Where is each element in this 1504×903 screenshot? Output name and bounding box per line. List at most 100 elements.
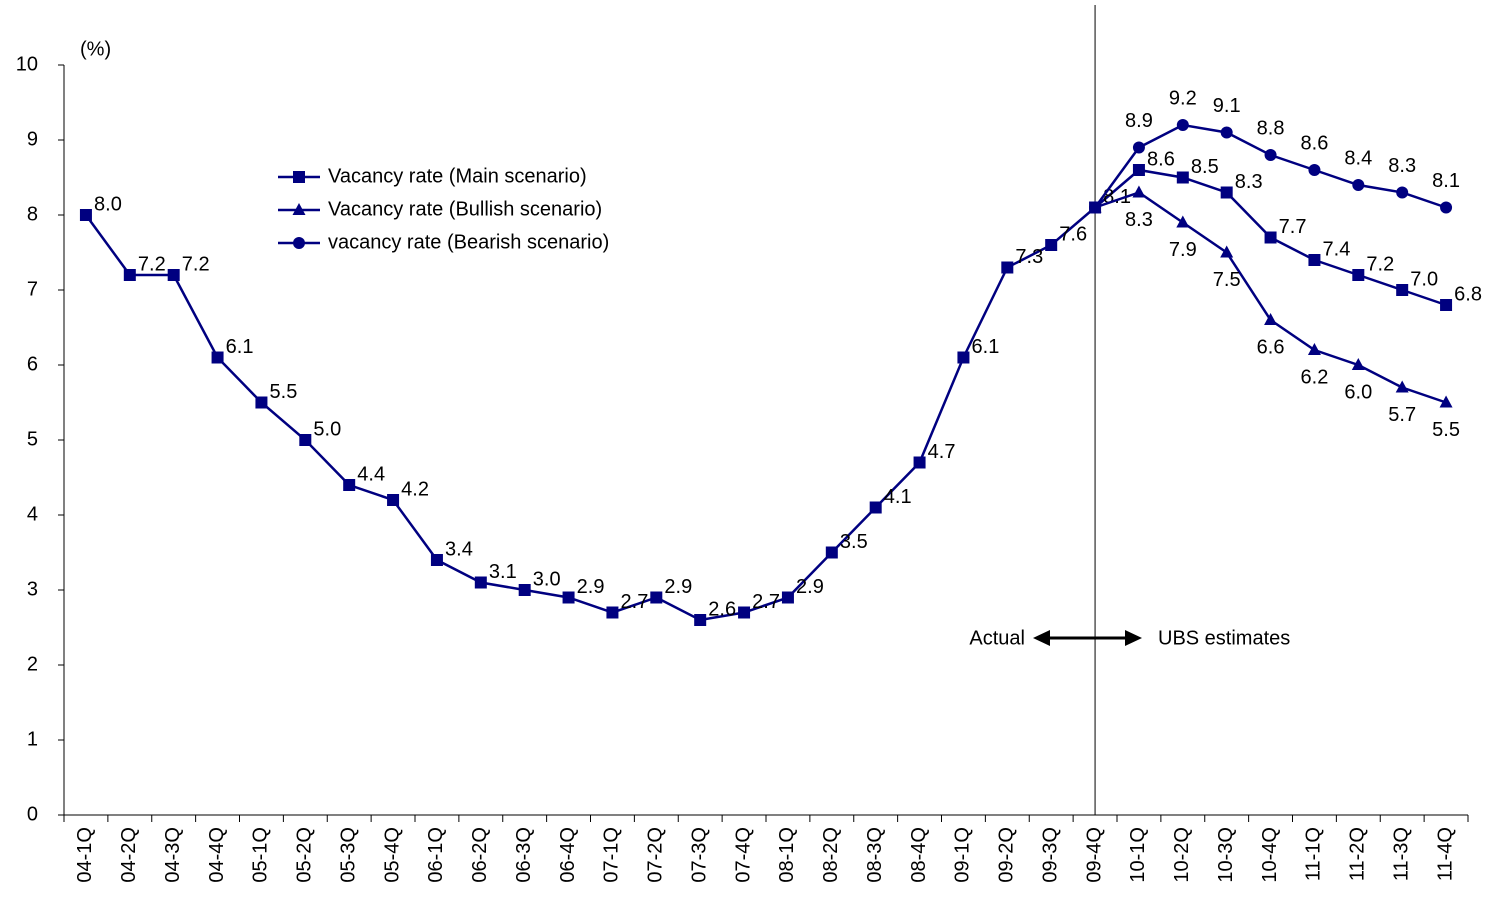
marker xyxy=(1132,164,1145,176)
x-tick-label: 10-2Q xyxy=(1171,827,1193,883)
data-label: 8.4 xyxy=(1344,147,1372,169)
marker xyxy=(79,209,92,221)
marker xyxy=(606,606,619,619)
marker xyxy=(1176,119,1189,131)
marker xyxy=(1176,215,1190,228)
marker xyxy=(1440,299,1453,311)
marker xyxy=(1440,201,1453,214)
marker xyxy=(343,479,356,491)
marker xyxy=(1395,380,1409,393)
data-label: 4.4 xyxy=(357,463,385,485)
y-tick-label: 4 xyxy=(27,503,38,525)
x-tick-label: 08-4Q xyxy=(908,827,930,883)
marker xyxy=(1351,358,1365,370)
marker xyxy=(1132,141,1145,154)
data-label: 7.2 xyxy=(1366,253,1394,275)
data-label: 5.5 xyxy=(270,381,298,403)
x-tick-label: 08-2Q xyxy=(820,827,842,883)
x-tick-label: 07-4Q xyxy=(732,827,754,883)
marker xyxy=(474,576,487,589)
marker xyxy=(123,269,136,281)
data-label: 8.3 xyxy=(1125,209,1153,231)
x-tick-label: 09-3Q xyxy=(1039,827,1061,883)
x-tick-label: 05-1Q xyxy=(250,827,272,883)
marker xyxy=(299,434,312,446)
data-label: 6.2 xyxy=(1301,366,1329,388)
marker xyxy=(255,396,268,409)
series-line xyxy=(84,168,1447,622)
marker xyxy=(650,591,663,604)
marker xyxy=(1308,164,1321,176)
x-tick-label: 05-2Q xyxy=(294,827,316,883)
marker xyxy=(1220,245,1234,258)
y-tick-label: 9 xyxy=(27,128,38,150)
x-tick-label: 11-2Q xyxy=(1347,827,1369,881)
data-label: 7.0 xyxy=(1410,268,1438,290)
x-tick-label: 11-3Q xyxy=(1390,827,1412,881)
data-label: 8.3 xyxy=(1388,155,1416,177)
data-label: 2.9 xyxy=(664,576,692,598)
marker xyxy=(957,351,970,364)
data-label: 8.3 xyxy=(1235,171,1263,193)
marker xyxy=(1264,313,1278,325)
data-label: 7.7 xyxy=(1279,216,1307,238)
data-label: 2.6 xyxy=(708,598,736,620)
data-label: 6.6 xyxy=(1257,336,1285,358)
marker xyxy=(1308,254,1321,266)
data-label: 6.8 xyxy=(1454,283,1482,305)
x-tick-label: 06-4Q xyxy=(557,827,579,883)
x-tick-label: 07-2Q xyxy=(645,827,667,883)
data-label: 6.1 xyxy=(226,336,254,358)
x-tick-label: 04-1Q xyxy=(74,827,96,883)
data-label: 7.5 xyxy=(1213,269,1241,291)
marker xyxy=(1176,171,1189,184)
x-tick-label: 09-2Q xyxy=(996,827,1018,883)
marker xyxy=(1264,149,1277,161)
marker xyxy=(1352,269,1365,281)
marker xyxy=(1045,239,1058,251)
x-tick-label: 05-4Q xyxy=(381,827,403,883)
data-label: 7.2 xyxy=(182,253,210,275)
marker xyxy=(1132,185,1146,198)
data-label: 8.9 xyxy=(1125,110,1153,132)
marker xyxy=(387,494,400,506)
data-label: 3.5 xyxy=(840,531,868,553)
x-tick-label: 07-1Q xyxy=(601,827,623,883)
x-tick-label: 06-3Q xyxy=(513,827,535,883)
marker xyxy=(293,171,305,183)
x-tick-label: 04-2Q xyxy=(118,827,140,883)
marker xyxy=(562,591,575,604)
y-tick-label: 2 xyxy=(27,653,38,675)
data-label: 8.8 xyxy=(1257,117,1285,139)
data-label: 9.2 xyxy=(1169,87,1197,109)
marker xyxy=(1089,201,1102,214)
x-tick-label: 09-1Q xyxy=(952,827,974,883)
data-label: 5.0 xyxy=(313,418,341,440)
x-tick-label: 09-4Q xyxy=(1083,827,1105,883)
y-unit-label: (%) xyxy=(80,38,111,60)
marker xyxy=(518,584,531,596)
data-label: 6.1 xyxy=(972,336,1000,358)
x-tick-label: 06-1Q xyxy=(425,827,447,883)
data-label: 8.1 xyxy=(1432,170,1460,192)
x-tick-label: 08-3Q xyxy=(864,827,886,883)
data-label: 7.9 xyxy=(1169,239,1197,261)
legend-label: Vacancy rate (Bullish scenario) xyxy=(328,198,602,220)
marker xyxy=(825,546,838,559)
x-tick-label: 04-3Q xyxy=(162,827,184,883)
data-label: 3.0 xyxy=(533,568,561,590)
marker xyxy=(292,203,306,215)
x-tick-label: 11-4Q xyxy=(1434,827,1456,881)
x-tick-label: 10-1Q xyxy=(1127,827,1149,883)
data-label: 5.7 xyxy=(1388,404,1416,426)
y-tick-label: 8 xyxy=(27,203,38,225)
marker xyxy=(913,456,926,469)
data-label: 8.6 xyxy=(1147,148,1175,170)
marker xyxy=(738,606,751,619)
x-tick-label: 04-4Q xyxy=(206,827,228,883)
marker xyxy=(869,501,882,514)
marker xyxy=(430,554,443,566)
data-label: 7.3 xyxy=(1015,246,1043,268)
y-tick-label: 0 xyxy=(27,803,38,825)
data-label: 6.0 xyxy=(1344,381,1372,403)
